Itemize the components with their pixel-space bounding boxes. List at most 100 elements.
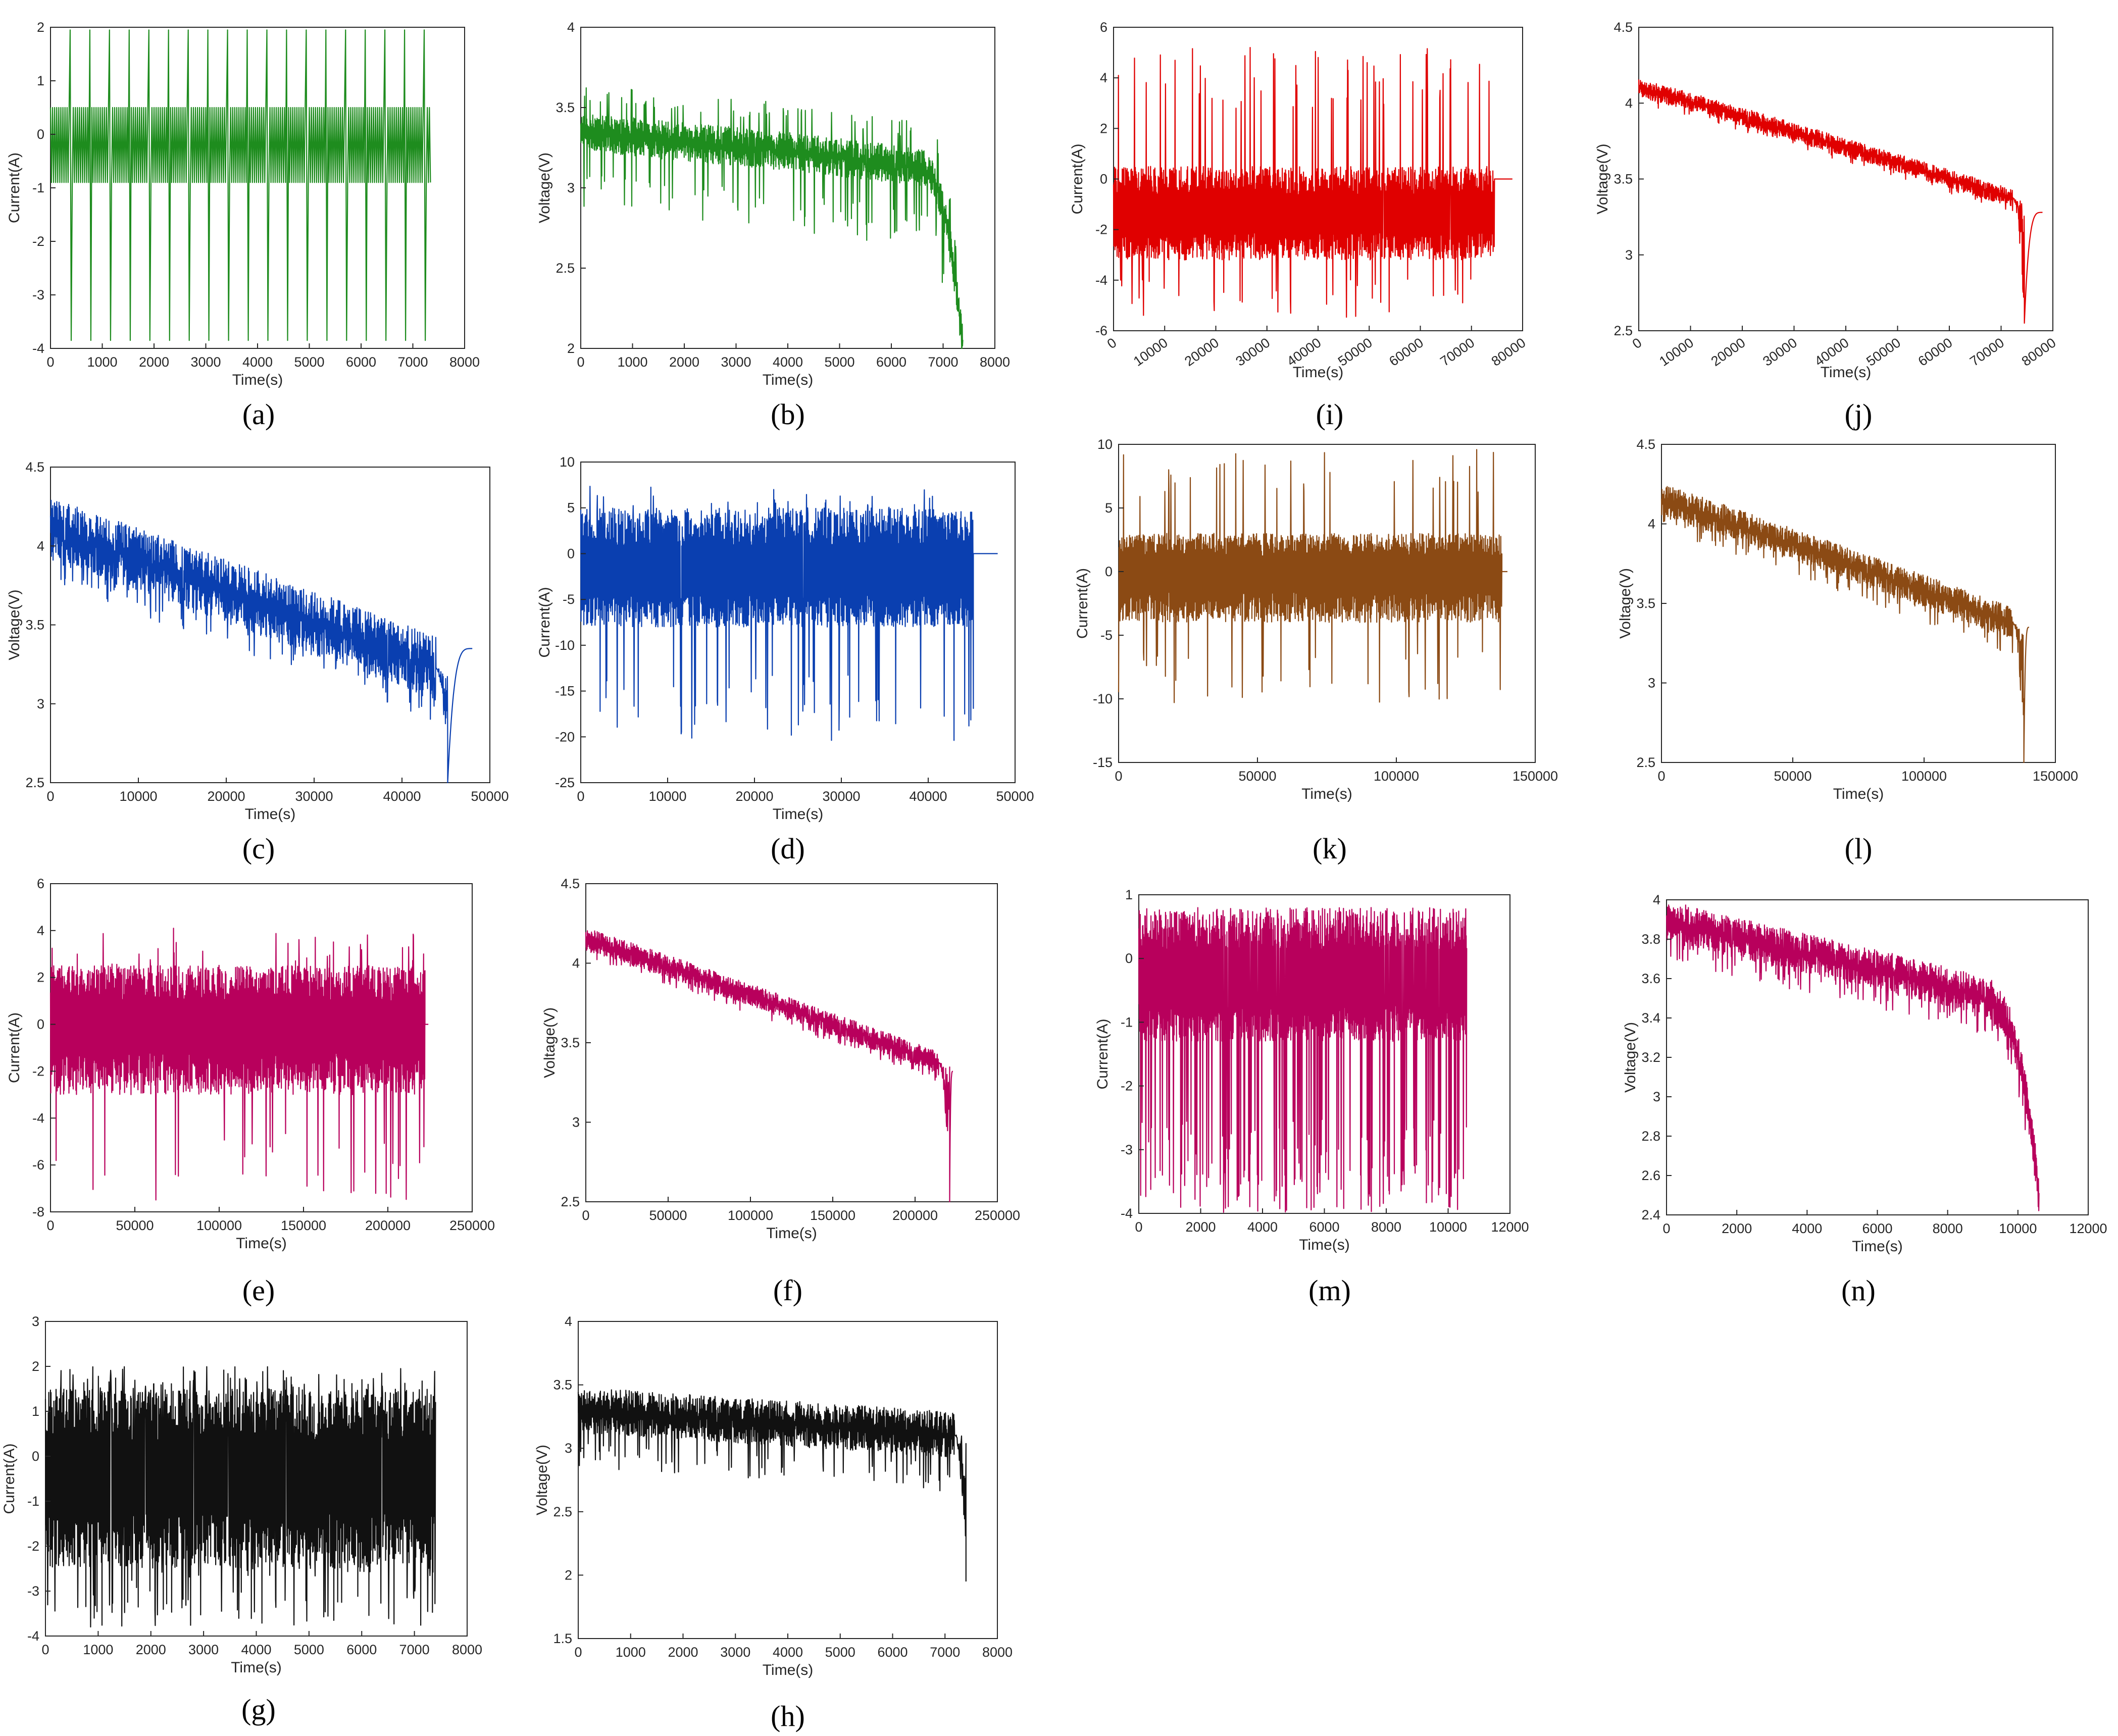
y-axis-label: Voltage(V) <box>541 1007 558 1078</box>
y-tick-label: 3 <box>1625 247 1633 263</box>
y-axis-label: Current(A) <box>536 587 553 657</box>
x-tick-label: 0 <box>574 1645 582 1660</box>
chart-panel-h: 0 1000 2000 3000 4000 5000 6000 7000 8000 1.5 2 2.5… <box>534 1314 1013 1732</box>
plot-frame-j <box>1638 27 2053 331</box>
x-tick-label: 70000 <box>1967 335 2007 369</box>
x-tick-label: 3000 <box>188 1642 219 1657</box>
x-tick-label: 30000 <box>1233 335 1273 369</box>
y-tick-label: 4.5 <box>561 876 580 891</box>
x-tick-label: 5000 <box>825 1645 855 1660</box>
x-axis-label: Time(s) <box>1852 1238 1903 1255</box>
panel-caption-e: (e) <box>242 1274 275 1307</box>
y-tick-label: -6 <box>1095 323 1107 338</box>
y-tick-label: -15 <box>555 684 575 699</box>
y-tick-label: 6 <box>37 876 44 891</box>
y-tick-label: 3.5 <box>561 1035 580 1050</box>
x-tick-label: 0 <box>1135 1219 1142 1235</box>
y-tick-label: 2.5 <box>1613 323 1633 338</box>
y-tick-label: 3.2 <box>1641 1050 1660 1065</box>
y-tick-label: 3.5 <box>553 1377 572 1393</box>
y-tick-label: 2.5 <box>561 1194 580 1209</box>
y-tick-label: 3.5 <box>25 618 44 633</box>
x-tick-label: 6000 <box>346 354 376 370</box>
chart-panel-m: 0 2000 4000 6000 8000 10000 12000 -4 -3 -2 -1 0 1 Tim… <box>1094 887 1529 1307</box>
y-tick-label: 3 <box>567 180 575 195</box>
plot-frame-h <box>578 1321 998 1639</box>
x-tick-label: 2000 <box>669 354 699 370</box>
y-tick-label: 0 <box>1125 951 1133 966</box>
x-tick-label: 0 <box>1657 769 1665 784</box>
y-tick-label: 2.5 <box>556 261 575 276</box>
x-tick-label: 150000 <box>281 1218 326 1233</box>
y-axis-label: Voltage(V) <box>536 152 553 223</box>
x-tick-label: 5000 <box>824 354 854 370</box>
x-tick-label: 70000 <box>1438 335 1478 369</box>
x-tick-label: 80000 <box>2019 335 2059 369</box>
y-tick-label: 4 <box>1100 70 1107 85</box>
x-tick-label: 100000 <box>728 1208 773 1223</box>
y-tick-label: 3 <box>565 1441 572 1456</box>
x-tick-label: 3000 <box>190 354 221 370</box>
x-tick-label: 0 <box>1115 769 1122 784</box>
x-tick-label: 4000 <box>1792 1221 1822 1236</box>
chart-panel-a: 0 1000 2000 3000 4000 5000 6000 7000 8000 -4 -3 -2 -… <box>6 20 480 431</box>
x-tick-label: 0 <box>1662 1221 1670 1236</box>
y-tick-label: 2 <box>565 1567 572 1582</box>
y-axis-label: Current(A) <box>6 152 23 223</box>
x-tick-label: 10000 <box>648 789 686 804</box>
x-tick-label: 30000 <box>295 789 333 804</box>
x-tick-label: 1000 <box>87 354 117 370</box>
x-tick-label: 8000 <box>982 1645 1013 1660</box>
y-tick-label: 4 <box>567 20 575 35</box>
chart-panel-f: 0 50000 100000 150000 200000 250000 2.5 3 3.5 4 4.… <box>541 876 1020 1307</box>
x-tick-label: 4000 <box>241 1642 271 1657</box>
x-tick-label: 4000 <box>242 354 273 370</box>
x-tick-label: 8000 <box>980 354 1010 370</box>
y-axis-label: Voltage(V) <box>6 589 23 660</box>
x-axis-label: Time(s) <box>1833 786 1884 802</box>
x-axis-label: Time(s) <box>245 806 296 823</box>
series-line-j-voltage <box>1638 79 2043 324</box>
y-tick-label: 5 <box>567 500 575 516</box>
y-axis-label: Current(A) <box>1074 568 1091 639</box>
x-axis-label: Time(s) <box>231 1659 282 1676</box>
x-tick-label: 30000 <box>1760 335 1800 369</box>
series-line-g-current <box>44 1366 436 1628</box>
y-tick-label: 4 <box>37 538 44 553</box>
x-tick-label: 2000 <box>668 1645 698 1660</box>
plot-frame-f <box>585 883 998 1202</box>
panel-caption-g: (g) <box>241 1693 276 1726</box>
chart-panel-c: 0 10000 20000 30000 40000 50000 2.5 3 3.5 4 4.5 Tim… <box>6 459 509 865</box>
x-tick-label: 50000 <box>116 1218 154 1233</box>
x-tick-label: 6000 <box>346 1642 377 1657</box>
y-tick-label: -4 <box>32 1110 44 1126</box>
x-tick-label: 50000 <box>996 789 1034 804</box>
panel-caption-n: (n) <box>1841 1274 1876 1307</box>
y-axis-label: Voltage(V) <box>1594 143 1611 214</box>
x-tick-label: 1000 <box>83 1642 113 1657</box>
panel-caption-m: (m) <box>1308 1274 1351 1307</box>
chart-panel-d: 0 10000 20000 30000 40000 50000 -25 -20 -15 -10 -5… <box>536 454 1034 865</box>
x-tick-label: 60000 <box>1386 335 1426 369</box>
y-tick-label: 3.5 <box>556 100 575 115</box>
x-tick-label: 40000 <box>383 789 421 804</box>
y-tick-label: 3.5 <box>1613 172 1633 187</box>
x-tick-label: 20000 <box>1708 335 1748 369</box>
y-tick-label: 0 <box>37 127 44 142</box>
x-tick-label: 2000 <box>139 354 169 370</box>
x-tick-label: 12000 <box>1491 1219 1529 1235</box>
x-tick-label: 5000 <box>294 354 324 370</box>
y-tick-label: 4 <box>565 1314 572 1329</box>
y-tick-label: 3.6 <box>1641 971 1660 986</box>
y-tick-label: 3 <box>32 1314 39 1329</box>
x-tick-label: 6000 <box>1309 1219 1339 1235</box>
x-axis-label: Time(s) <box>773 806 824 823</box>
x-tick-label: 10000 <box>1131 335 1171 369</box>
x-tick-label: 1000 <box>617 354 647 370</box>
y-tick-label: 2 <box>1100 121 1107 136</box>
panel-caption-h: (h) <box>771 1700 805 1732</box>
y-tick-label: 2.5 <box>25 775 44 790</box>
x-tick-label: 30000 <box>822 789 860 804</box>
panel-caption-c: (c) <box>242 832 275 865</box>
